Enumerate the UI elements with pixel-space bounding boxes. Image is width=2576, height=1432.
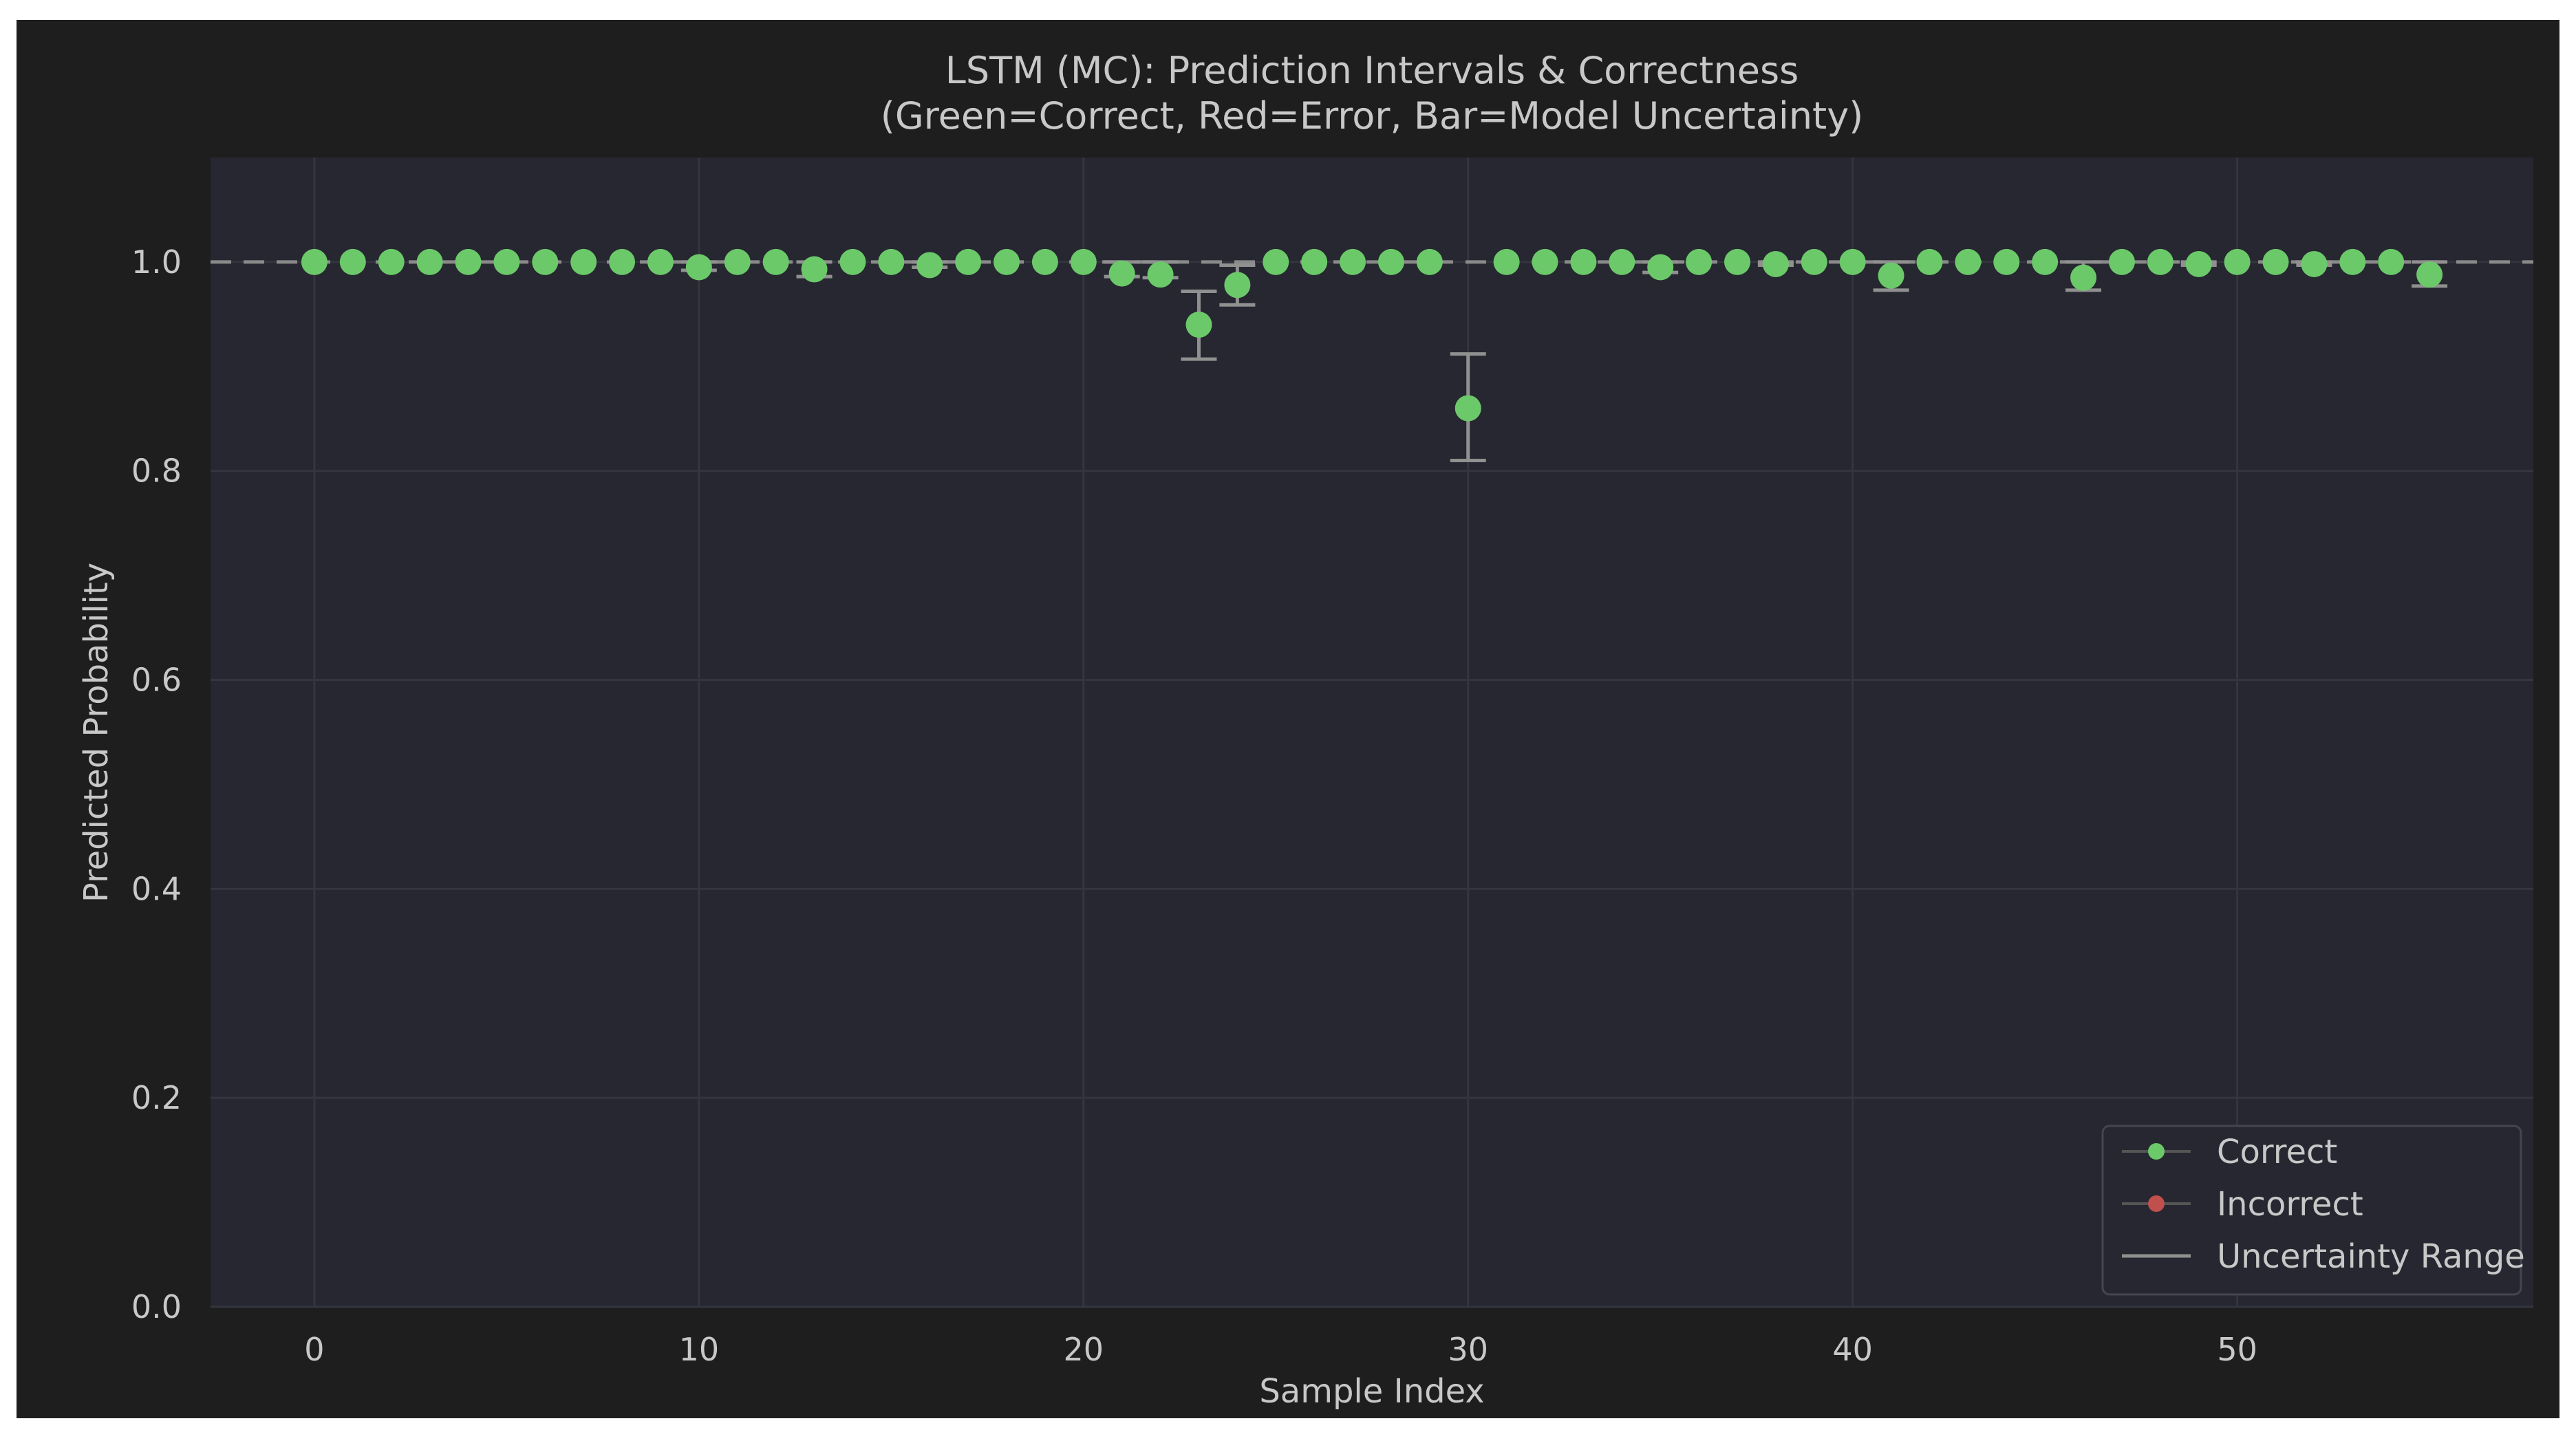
data-point — [1340, 248, 1366, 275]
data-point — [2224, 248, 2251, 275]
legend-incorrect-label: Incorrect — [2217, 1185, 2363, 1224]
y-tick-label: 1.0 — [131, 243, 182, 281]
legend-incorrect-marker — [2148, 1195, 2165, 1212]
data-point — [1147, 261, 1174, 288]
legend-uncertainty-label: Uncertainty Range — [2217, 1237, 2525, 1276]
data-point — [1955, 248, 1982, 275]
data-point — [762, 248, 789, 275]
data-point — [1031, 248, 1058, 275]
data-point — [2108, 248, 2135, 275]
data-point — [609, 248, 636, 275]
data-point — [2301, 250, 2328, 277]
x-tick-label: 10 — [679, 1331, 720, 1368]
x-tick-label: 0 — [304, 1331, 324, 1368]
data-point — [801, 256, 828, 283]
data-point — [1570, 248, 1597, 275]
data-point — [1416, 248, 1443, 275]
data-point — [1377, 248, 1404, 275]
data-point — [493, 248, 520, 275]
data-point — [416, 248, 443, 275]
data-point — [378, 248, 405, 275]
data-points — [301, 248, 2443, 422]
data-point — [301, 248, 328, 275]
legend-correct-marker — [2148, 1143, 2165, 1160]
data-point — [1185, 312, 1212, 338]
data-point — [1878, 262, 1904, 289]
data-point — [647, 248, 674, 275]
chart-svg: 0 10 20 30 40 50 0.0 0.2 0.4 0.6 0.8 1.0 LSTM (MC)… — [77, 49, 2533, 1411]
chart-title: LSTM (MC): Prediction Intervals & Correc… — [945, 49, 1799, 92]
data-point — [724, 248, 751, 275]
x-tick-label: 30 — [1448, 1331, 1488, 1368]
data-point — [1455, 395, 1481, 422]
y-tick-label: 0.4 — [131, 870, 182, 907]
data-point — [570, 248, 597, 275]
data-point — [1108, 260, 1135, 287]
data-point — [1993, 248, 2020, 275]
x-axis-label: Sample Index — [1259, 1372, 1484, 1411]
data-point — [2378, 248, 2405, 275]
data-point — [532, 248, 559, 275]
data-point — [2416, 261, 2443, 288]
data-point — [1263, 248, 1289, 275]
data-point — [1762, 250, 1789, 277]
legend-correct-label: Correct — [2217, 1133, 2337, 1171]
chart-figure: 0 10 20 30 40 50 0.0 0.2 0.4 0.6 0.8 1.0 LSTM (MC)… — [17, 20, 2559, 1418]
data-point — [916, 252, 943, 279]
y-tick-label: 0.0 — [131, 1288, 182, 1325]
data-point — [1801, 248, 1827, 275]
data-point — [1916, 248, 1943, 275]
data-point — [878, 248, 905, 275]
data-point — [1724, 248, 1750, 275]
grid-lines — [211, 158, 2533, 1308]
chart-subtitle: (Green=Correct, Red=Error, Bar=Model Unc… — [881, 94, 1864, 138]
x-tick-label: 20 — [1064, 1331, 1104, 1368]
y-tick-label: 0.8 — [131, 453, 182, 490]
data-point — [1686, 248, 1713, 275]
x-tick-label: 50 — [2217, 1331, 2257, 1368]
data-point — [1532, 248, 1558, 275]
data-point — [2070, 264, 2097, 291]
data-point — [2339, 248, 2366, 275]
data-point — [1224, 272, 1251, 299]
data-point — [1301, 248, 1328, 275]
x-tick-labels: 0 10 20 30 40 50 — [304, 1331, 2257, 1368]
data-point — [2032, 248, 2059, 275]
x-tick-label: 40 — [1832, 1331, 1873, 1368]
data-point — [2185, 250, 2212, 277]
legend: Correct Incorrect Uncertainty Range — [2101, 1125, 2525, 1296]
data-point — [1493, 248, 1520, 275]
y-tick-label: 0.2 — [131, 1079, 182, 1116]
data-point — [1839, 248, 1866, 275]
legend-box — [2101, 1125, 2522, 1296]
plot-area — [211, 158, 2533, 1307]
data-point — [2147, 248, 2174, 275]
data-point — [955, 248, 982, 275]
data-point — [1609, 248, 1635, 275]
y-tick-label: 0.6 — [131, 662, 182, 699]
data-point — [2262, 248, 2289, 275]
data-point — [685, 254, 712, 281]
data-point — [839, 248, 866, 275]
data-point — [1647, 254, 1674, 281]
data-point — [994, 248, 1020, 275]
y-axis-label: Predicted Probability — [77, 563, 116, 902]
data-point — [455, 248, 482, 275]
data-point — [1070, 248, 1097, 275]
y-tick-labels: 0.0 0.2 0.4 0.6 0.8 1.0 — [131, 243, 182, 1325]
data-point — [339, 248, 366, 275]
